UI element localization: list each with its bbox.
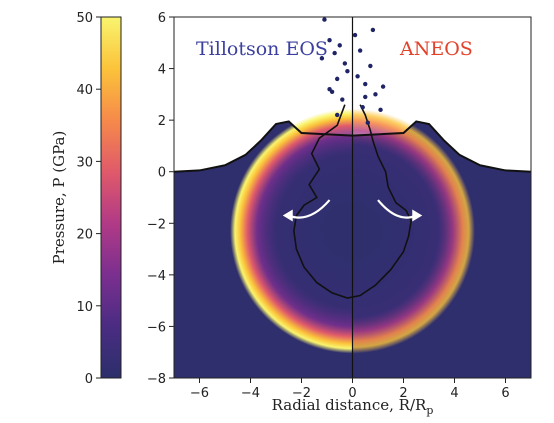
- x-axis-label-subscript: p: [426, 404, 433, 417]
- x-tick-label: 4: [450, 386, 458, 401]
- x-tick-label: 2: [399, 386, 407, 401]
- x-tick-label: −6: [190, 386, 209, 401]
- colorbar-bar: [100, 16, 122, 379]
- y-tick-label: −2: [147, 217, 166, 232]
- ejecta-particle: [329, 89, 335, 94]
- tillotson-eos-label: Tillotson EOS: [196, 38, 328, 60]
- shock-front-right: [352, 108, 475, 354]
- colorbar-tick-label: 50: [76, 11, 93, 26]
- colorbar: 0 10 20 30 40 50 Pressure, P (GPa): [50, 11, 122, 387]
- ejecta-particle: [335, 76, 340, 82]
- colorbar-tick-label: 0: [85, 372, 93, 387]
- x-tick-label: −2: [292, 386, 311, 401]
- y-tick-label: 0: [158, 166, 166, 181]
- ejecta-particle: [373, 92, 378, 97]
- aneos-label: ANEOS: [399, 38, 473, 60]
- shock-front-right-clip: [352, 108, 475, 354]
- colorbar-tick-label: 40: [76, 83, 93, 98]
- ejecta-particle: [363, 94, 368, 100]
- colorbar-tick-label: 20: [76, 228, 93, 243]
- ejecta-particle: [360, 105, 365, 110]
- y-tick-label: −8: [147, 372, 166, 387]
- plot-area: [174, 17, 531, 378]
- ejecta-particle: [345, 68, 350, 74]
- shock-front-left: [230, 108, 353, 354]
- ejecta-particle: [337, 43, 342, 48]
- y-tick-label: 4: [158, 63, 166, 78]
- ejecta-particle: [357, 48, 363, 53]
- ejecta-particle: [327, 38, 332, 43]
- ejecta-particle: [363, 81, 368, 87]
- x-tick-label: −4: [241, 386, 260, 401]
- y-tick-label: 2: [158, 114, 166, 129]
- ejecta-particle: [319, 56, 325, 61]
- ejecta-particle: [355, 74, 360, 79]
- ejecta-particles: [319, 17, 386, 125]
- ejecta-particle: [322, 17, 327, 22]
- shock-front-left-clip: [230, 108, 353, 354]
- crater-contour: [293, 104, 412, 299]
- ejecta-particle: [370, 27, 376, 33]
- x-axis-ticks: −6 −4 −2 0 2 4 6: [190, 378, 510, 401]
- colorbar-ticks: 0 10 20 30 40 50: [76, 11, 101, 387]
- ejecta-particle: [335, 112, 340, 118]
- ejecta-particle: [352, 32, 358, 38]
- x-tick-label: 0: [348, 386, 356, 401]
- ejecta-particle: [342, 61, 348, 66]
- y-tick-label: −6: [147, 320, 166, 335]
- arrowhead-left: [282, 209, 293, 222]
- main-plot: −6 −4 −2 0 2 4 6 −8 −6 −4 −2 0 2 4 6 Tillotson EOS AN…: [147, 11, 532, 417]
- ejecta-particle: [378, 107, 383, 113]
- x-axis-label-main: Radial distance, R/R: [272, 396, 427, 414]
- ejecta-particle: [365, 120, 370, 125]
- ejecta-particle: [368, 63, 373, 69]
- x-tick-label: 6: [501, 386, 509, 401]
- flow-arrows: [282, 199, 423, 222]
- colorbar-tick-label: 10: [76, 300, 93, 315]
- x-axis-label: Radial distance, R/Rp: [272, 396, 434, 417]
- y-tick-label: −4: [147, 269, 166, 284]
- ejecta-particle: [380, 84, 386, 89]
- y-axis-ticks: −8 −6 −4 −2 0 2 4 6: [147, 11, 174, 387]
- colorbar-tick-label: 30: [76, 155, 93, 170]
- colorbar-label: Pressure, P (GPa): [50, 131, 68, 265]
- arrowhead-right: [412, 209, 423, 222]
- ejecta-particle: [332, 50, 337, 56]
- y-tick-label: 6: [158, 11, 166, 26]
- ejecta-particle: [340, 97, 345, 102]
